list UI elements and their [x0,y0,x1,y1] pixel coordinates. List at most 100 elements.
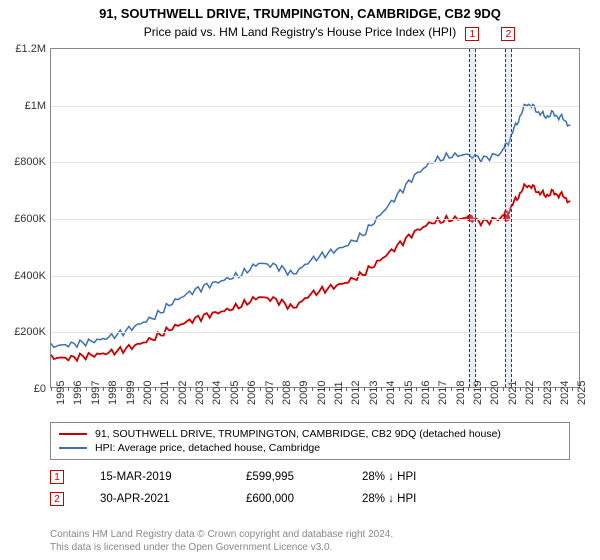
transaction-row: 1 15-MAR-2019 £599,995 28% ↓ HPI [50,466,416,488]
transaction-marker: 2 [50,492,64,506]
x-axis-label: 2022 [524,381,536,405]
x-axis-label: 2008 [281,381,293,405]
x-axis-label: 2016 [420,381,432,405]
transaction-row: 2 30-APR-2021 £600,000 28% ↓ HPI [50,488,416,510]
attribution-line: This data is licensed under the Open Gov… [50,541,393,554]
transaction-delta: 28% ↓ HPI [362,471,416,483]
legend-swatch [59,433,87,435]
x-tick [451,387,452,391]
x-axis-label: 2001 [159,381,171,405]
gridline [51,219,579,220]
chart-marker-box: 2 [501,27,515,41]
y-axis-label: £200K [1,326,46,338]
x-tick [138,387,139,391]
x-tick [68,387,69,391]
x-tick [485,387,486,391]
x-tick [329,387,330,391]
chart-lines-svg [51,49,579,387]
x-axis-label: 2002 [177,381,189,405]
y-axis-label: £400K [1,270,46,282]
x-axis-label: 2006 [246,381,258,405]
x-tick [555,387,556,391]
x-axis-label: 2018 [455,381,467,405]
x-tick [277,387,278,391]
x-axis-label: 2015 [403,381,415,405]
x-axis-label: 1996 [72,381,84,405]
series-line-property [51,184,570,361]
x-axis-label: 2020 [489,381,501,405]
transaction-marker: 1 [50,470,64,484]
transaction-price: £600,000 [246,493,326,505]
transaction-price: £599,995 [246,471,326,483]
legend-label: 91, SOUTHWELL DRIVE, TRUMPINGTON, CAMBRI… [95,428,501,440]
y-axis-label: £1.2M [1,43,46,55]
gridline [51,276,579,277]
series-line-hpi [51,104,570,347]
x-axis-label: 2003 [194,381,206,405]
x-tick [520,387,521,391]
x-tick [260,387,261,391]
x-axis-label: 1995 [55,381,67,405]
transaction-list: 1 15-MAR-2019 £599,995 28% ↓ HPI 2 30-AP… [50,466,416,510]
x-axis-label: 1997 [90,381,102,405]
x-tick [399,387,400,391]
x-tick [190,387,191,391]
highlight-band [505,49,513,387]
transaction-date: 15-MAR-2019 [100,471,210,483]
highlight-band [469,49,476,387]
x-tick [242,387,243,391]
x-tick [173,387,174,391]
x-axis-label: 1999 [125,381,137,405]
x-tick [225,387,226,391]
x-tick [207,387,208,391]
x-axis-label: 2004 [211,381,223,405]
transaction-delta: 28% ↓ HPI [362,493,416,505]
x-axis-label: 2000 [142,381,154,405]
x-tick [294,387,295,391]
gridline [51,106,579,107]
y-axis-label: £1M [1,100,46,112]
x-tick [538,387,539,391]
x-axis-label: 2011 [333,381,345,405]
chart-title: 91, SOUTHWELL DRIVE, TRUMPINGTON, CAMBRI… [0,0,600,21]
y-axis-label: £800K [1,156,46,168]
y-axis-label: £0 [1,383,46,395]
x-tick [468,387,469,391]
x-tick [103,387,104,391]
legend: 91, SOUTHWELL DRIVE, TRUMPINGTON, CAMBRI… [50,422,570,460]
x-tick [86,387,87,391]
x-axis-label: 2013 [368,381,380,405]
x-axis-label: 2023 [542,381,554,405]
x-axis-label: 2007 [264,381,276,405]
x-axis-label: 2017 [437,381,449,405]
x-axis-label: 2014 [385,381,397,405]
x-tick [312,387,313,391]
x-tick [364,387,365,391]
attribution: Contains HM Land Registry data © Crown c… [50,528,393,554]
x-axis-label: 2010 [316,381,328,405]
chart-plot-area: £0£200K£400K£600K£800K£1M£1.2M1995199619… [50,48,580,388]
x-tick [416,387,417,391]
x-tick [503,387,504,391]
x-tick [381,387,382,391]
x-tick [121,387,122,391]
legend-label: HPI: Average price, detached house, Camb… [95,442,320,454]
transaction-date: 30-APR-2021 [100,493,210,505]
x-tick [346,387,347,391]
attribution-line: Contains HM Land Registry data © Crown c… [50,528,393,541]
x-axis-label: 2005 [229,381,241,405]
gridline [51,332,579,333]
legend-row: 91, SOUTHWELL DRIVE, TRUMPINGTON, CAMBRI… [59,427,561,441]
x-axis-label: 1998 [107,381,119,405]
x-axis-label: 2025 [576,381,588,405]
legend-swatch [59,447,87,449]
x-tick [155,387,156,391]
y-axis-label: £600K [1,213,46,225]
x-axis-label: 2009 [298,381,310,405]
chart-marker-box: 1 [465,27,479,41]
gridline [51,162,579,163]
x-axis-label: 2024 [559,381,571,405]
x-tick [51,387,52,391]
x-axis-label: 2012 [350,381,362,405]
x-tick [572,387,573,391]
